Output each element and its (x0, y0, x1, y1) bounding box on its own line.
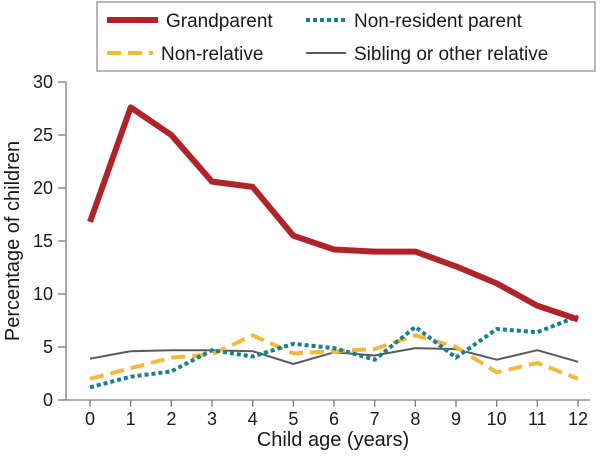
x-tick-label: 7 (370, 409, 380, 429)
x-axis-title: Child age (years) (257, 429, 409, 451)
x-tick-label: 1 (126, 409, 136, 429)
x-tick-label: 2 (166, 409, 176, 429)
x-tick-label: 11 (528, 409, 547, 429)
legend-label-non-resident-parent: Non-resident parent (354, 11, 523, 32)
legend-label-non-relative: Non-relative (161, 44, 263, 65)
y-tick-label: 10 (33, 284, 53, 304)
x-tick-label: 4 (248, 409, 258, 429)
x-tick-label: 0 (85, 409, 95, 429)
x-tick-label: 9 (451, 409, 461, 429)
legend-box (96, 1, 596, 72)
y-tick-label: 25 (33, 125, 53, 145)
y-tick-label: 5 (43, 337, 53, 357)
y-axis-title: Percentage of children (2, 141, 24, 341)
series-layer (87, 104, 579, 390)
series-line-grandparent (87, 104, 579, 323)
legend-label-sibling-or-other-relative: Sibling or other relative (354, 44, 548, 65)
x-tick-label: 8 (410, 409, 420, 429)
y-tick-label: 15 (33, 231, 53, 251)
legend: Grandparent Non-resident parent Non-rela… (96, 1, 596, 72)
legend-label-grandparent: Grandparent (166, 11, 273, 32)
x-tick-label: 10 (487, 409, 507, 429)
y-axis-ticks: 0 5 10 15 20 25 30 (33, 72, 66, 410)
x-tick-label: 12 (568, 409, 588, 429)
x-tick-label: 3 (207, 409, 217, 429)
y-tick-label: 20 (33, 178, 53, 198)
y-tick-label: 0 (43, 390, 53, 410)
series-line-non-relative (89, 333, 579, 381)
x-tick-label: 5 (288, 409, 298, 429)
x-axis-ticks: 0 1 2 3 4 5 6 7 8 9 10 11 12 (85, 400, 588, 429)
y-tick-label: 30 (33, 72, 53, 92)
x-tick-label: 6 (329, 409, 339, 429)
series-line-non-resident-parent (89, 314, 579, 390)
